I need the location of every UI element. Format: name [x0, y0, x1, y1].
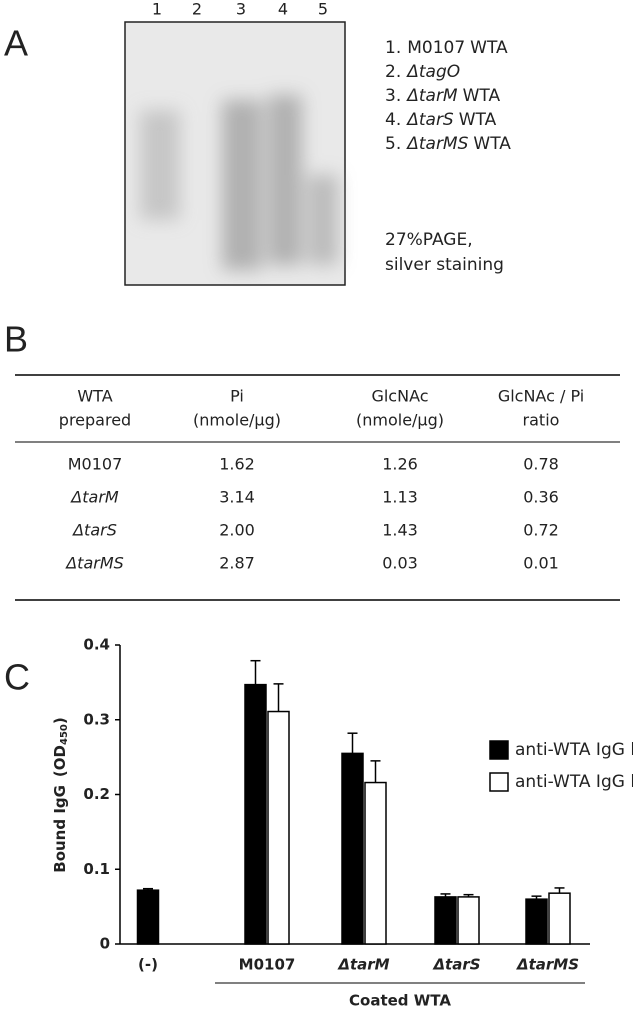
table-cell: 1.26 — [382, 455, 418, 474]
bar — [434, 896, 457, 945]
table-cell: 0.01 — [523, 554, 559, 573]
table-cell: 0.36 — [523, 488, 559, 507]
x-tick-label: ΔtarMS — [516, 956, 579, 974]
table-cell: 2.87 — [219, 554, 255, 573]
bar — [267, 710, 290, 945]
group-label: Coated WTA — [349, 992, 451, 1010]
table-cell: 1.43 — [382, 521, 418, 540]
bar — [457, 896, 480, 945]
table-cell: M0107 — [68, 455, 123, 474]
y-tick-label: 0.3 — [83, 710, 110, 728]
legend-number: 4. — [385, 110, 401, 130]
table-cell: 2.00 — [219, 521, 255, 540]
x-tick-label: ΔtarM — [337, 956, 389, 974]
strain: ΔtarMS — [405, 134, 468, 154]
legend-number: 3. — [385, 86, 401, 106]
label-text: Bound IgG — [51, 785, 69, 873]
note: 27%PAGE, — [385, 230, 473, 250]
suffix: WTA — [473, 134, 511, 154]
legend-label: anti-WTA IgG lot 2 — [515, 772, 633, 792]
bar — [525, 898, 548, 945]
label-unit-close: ) — [51, 717, 69, 724]
table-header: Pi — [230, 387, 244, 406]
bar — [136, 889, 160, 945]
table-cell: ΔtarS — [71, 521, 117, 540]
note: silver staining — [385, 255, 504, 275]
legend-item: 2. ΔtagO — [385, 62, 460, 82]
lane-number: 4 — [278, 0, 288, 19]
lane-number: 1 — [152, 0, 162, 19]
legend-number: 2. — [385, 62, 401, 82]
table-cell: 3.14 — [219, 488, 255, 507]
lane-number: 5 — [318, 0, 328, 19]
table-header: ratio — [523, 411, 560, 430]
gel-image — [124, 21, 346, 286]
bar — [364, 781, 387, 945]
table-cell: 1.62 — [219, 455, 255, 474]
bar — [341, 752, 364, 945]
legend-number: 5. — [385, 134, 401, 154]
table-header: (nmole/µg) — [193, 411, 281, 430]
suffix: WTA — [470, 38, 508, 58]
label-unit: OD — [51, 745, 69, 770]
label-unit-open: ( — [51, 770, 69, 777]
table-cell: 0.03 — [382, 554, 418, 573]
legend-label: anti-WTA IgG lot 1 — [515, 740, 633, 760]
label-sub: 450 — [59, 724, 70, 745]
legend-swatch — [489, 740, 509, 760]
y-tick-label: 0.2 — [83, 785, 110, 803]
table-header: (nmole/µg) — [356, 411, 444, 430]
legend-swatch — [489, 772, 509, 792]
bar — [244, 683, 267, 945]
table-cell: ΔtarM — [69, 488, 119, 507]
strain: M0107 — [407, 38, 465, 58]
panel-label: C — [4, 657, 30, 698]
table-cell: ΔtarMS — [64, 554, 124, 573]
strain: ΔtagO — [405, 62, 460, 82]
table-cell: 1.13 — [382, 488, 418, 507]
table-header: prepared — [59, 411, 131, 430]
table-cell: 0.72 — [523, 521, 559, 540]
panel-label: A — [4, 23, 28, 64]
legend-item: 4. ΔtarS WTA — [385, 110, 497, 130]
table-header: GlcNAc — [371, 387, 428, 406]
y-tick-label: 0 — [100, 935, 110, 953]
x-tick-label: (-) — [138, 956, 158, 974]
legend-item: 3. ΔtarM WTA — [385, 86, 500, 106]
suffix: WTA — [459, 110, 497, 130]
legend-number: 1. — [385, 38, 401, 58]
panel-label: B — [4, 319, 28, 360]
table-header: GlcNAc / Pi — [498, 387, 584, 406]
x-tick-label: M0107 — [239, 956, 296, 974]
suffix: WTA — [463, 86, 501, 106]
y-axis-label: Bound IgG (OD450) — [51, 717, 71, 872]
table-header: WTA — [77, 387, 112, 406]
strain: ΔtarM — [405, 86, 458, 106]
bar — [548, 892, 571, 945]
legend-item: 5. ΔtarMS WTA — [385, 134, 511, 154]
legend-item: 1. M0107 WTA — [385, 38, 508, 58]
lane-number: 3 — [236, 0, 246, 19]
x-tick-label: ΔtarS — [432, 956, 480, 974]
lane-number: 2 — [192, 0, 202, 19]
strain: ΔtarS — [405, 110, 454, 130]
table-cell: 0.78 — [523, 455, 559, 474]
y-tick-label: 0.1 — [83, 860, 110, 878]
y-tick-label: 0.4 — [83, 636, 110, 654]
